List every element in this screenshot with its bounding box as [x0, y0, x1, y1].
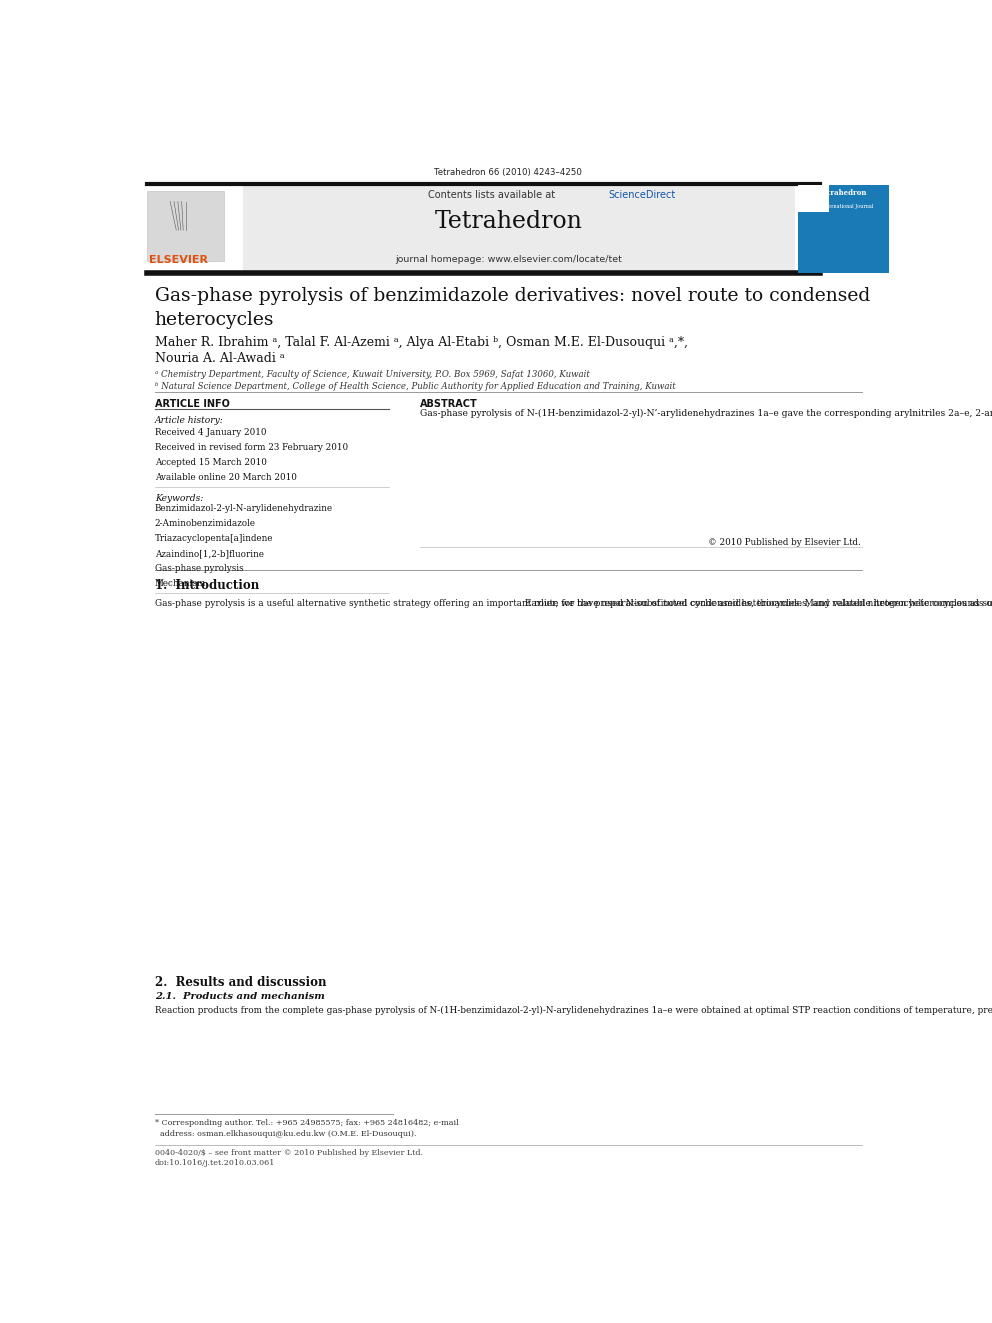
Text: Earlier, we have used N-substituted cyclic amides, thioamides, and related nitro: Earlier, we have used N-substituted cycl…: [526, 599, 992, 609]
Text: Nouria A. Al-Awadi ᵃ: Nouria A. Al-Awadi ᵃ: [155, 352, 285, 365]
Text: Gas-phase pyrolysis: Gas-phase pyrolysis: [155, 565, 243, 573]
Text: 0040-4020/$ – see front matter © 2010 Published by Elsevier Ltd.: 0040-4020/$ – see front matter © 2010 Pu…: [155, 1148, 423, 1156]
Text: © 2010 Published by Elsevier Ltd.: © 2010 Published by Elsevier Ltd.: [707, 537, 860, 546]
Text: journal homepage: www.elsevier.com/locate/tet: journal homepage: www.elsevier.com/locat…: [395, 254, 622, 263]
Text: Benzimidazol-2-yl-N-arylidenehydrazine: Benzimidazol-2-yl-N-arylidenehydrazine: [155, 504, 333, 513]
Text: * Corresponding author. Tel.: +965 24985575; fax: +965 24816482; e-mail: * Corresponding author. Tel.: +965 24985…: [155, 1119, 458, 1127]
Text: heterocycles: heterocycles: [155, 311, 274, 328]
Text: Contents lists available at: Contents lists available at: [428, 191, 558, 200]
Text: Mechanism: Mechanism: [155, 579, 206, 589]
Text: doi:10.1016/j.tet.2010.03.061: doi:10.1016/j.tet.2010.03.061: [155, 1159, 275, 1167]
Text: Available online 20 March 2010: Available online 20 March 2010: [155, 472, 297, 482]
Text: Azaindino[1,2-b]fluorine: Azaindino[1,2-b]fluorine: [155, 549, 264, 558]
Text: Reaction products from the complete gas-phase pyrolysis of N-(1H-benzimidazol-2-: Reaction products from the complete gas-…: [155, 1007, 992, 1016]
Text: Keywords:: Keywords:: [155, 493, 203, 503]
Text: 2.1.  Products and mechanism: 2.1. Products and mechanism: [155, 992, 324, 1002]
Text: Gas-phase pyrolysis of benzimidazole derivatives: novel route to condensed: Gas-phase pyrolysis of benzimidazole der…: [155, 287, 870, 306]
Text: 1.  Introduction: 1. Introduction: [155, 579, 259, 593]
Text: 2.  Results and discussion: 2. Results and discussion: [155, 976, 326, 988]
FancyBboxPatch shape: [147, 192, 224, 261]
Text: Accepted 15 March 2010: Accepted 15 March 2010: [155, 458, 267, 467]
Text: Triazacyclopenta[a]indene: Triazacyclopenta[a]indene: [155, 534, 273, 544]
Text: An International Journal: An International Journal: [812, 204, 873, 209]
Text: Tetrahedron: Tetrahedron: [434, 209, 582, 233]
Text: ᵃ Chemistry Department, Faculty of Science, Kuwait University, P.O. Box 5969, Sa: ᵃ Chemistry Department, Faculty of Scien…: [155, 369, 589, 378]
Text: Gas-phase pyrolysis is a useful alternative synthetic strategy offering an impor: Gas-phase pyrolysis is a useful alternat…: [155, 599, 992, 609]
Text: ABSTRACT: ABSTRACT: [420, 400, 478, 409]
Text: ᵇ Natural Science Department, College of Health Science, Public Authority for Ap: ᵇ Natural Science Department, College of…: [155, 382, 676, 390]
FancyBboxPatch shape: [799, 185, 889, 273]
Text: ScienceDirect: ScienceDirect: [608, 191, 676, 200]
Text: ELSEVIER: ELSEVIER: [149, 254, 207, 265]
Text: 2-Aminobenzimidazole: 2-Aminobenzimidazole: [155, 519, 256, 528]
Text: Article history:: Article history:: [155, 417, 223, 426]
Text: Received 4 January 2010: Received 4 January 2010: [155, 427, 266, 437]
FancyBboxPatch shape: [243, 185, 796, 273]
Text: Tetrahedron: Tetrahedron: [818, 189, 867, 197]
FancyBboxPatch shape: [799, 185, 829, 212]
Text: Gas-phase pyrolysis of N-(1H-benzimidazol-2-yl)-N’-arylidenehydrazines 1a–e gave: Gas-phase pyrolysis of N-(1H-benzimidazo…: [420, 409, 992, 418]
Text: address: osman.elkhasouqui@ku.edu.kw (O.M.E. El-Dusouqui).: address: osman.elkhasouqui@ku.edu.kw (O.…: [155, 1130, 417, 1138]
Text: ARTICLE INFO: ARTICLE INFO: [155, 400, 229, 409]
Text: Tetrahedron 66 (2010) 4243–4250: Tetrahedron 66 (2010) 4243–4250: [434, 168, 582, 177]
Text: Maher R. Ibrahim ᵃ, Talal F. Al-Azemi ᵃ, Alya Al-Etabi ᵇ, Osman M.E. El-Dusouqui: Maher R. Ibrahim ᵃ, Talal F. Al-Azemi ᵃ,…: [155, 336, 687, 349]
Text: Received in revised form 23 February 2010: Received in revised form 23 February 201…: [155, 443, 348, 451]
